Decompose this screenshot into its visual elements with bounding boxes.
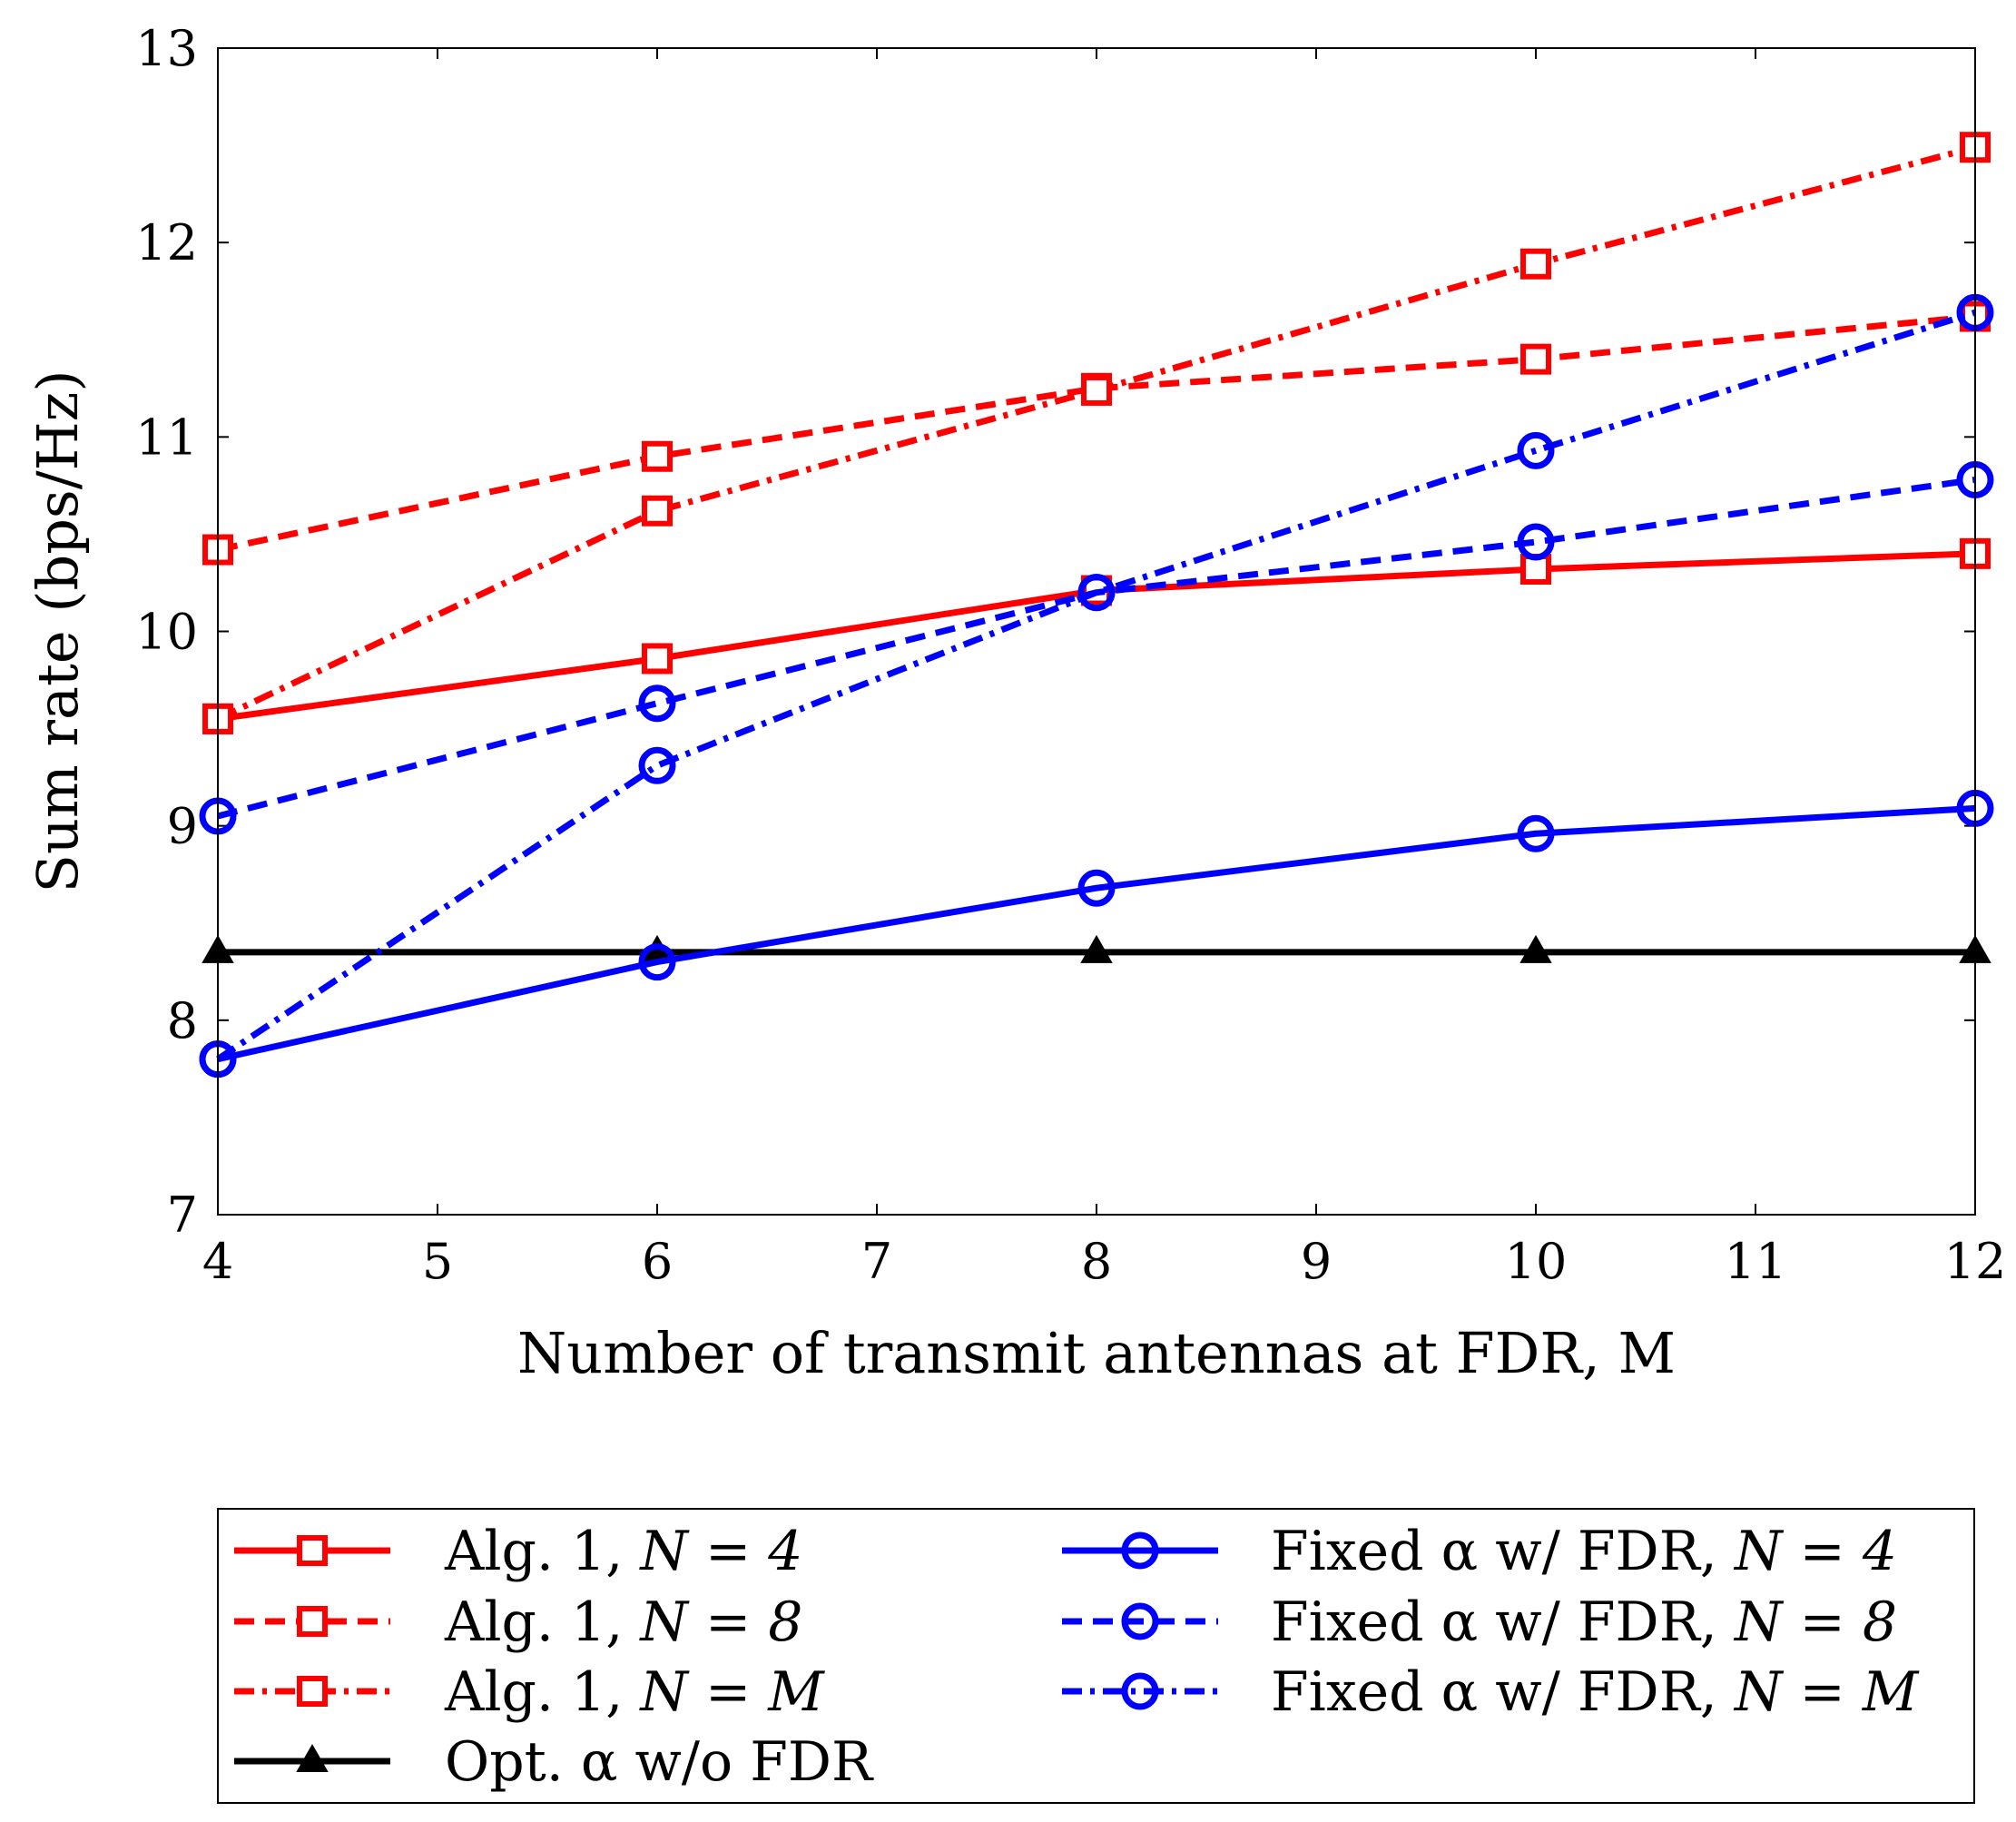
legend-label: Fixed α w/ FDR, N = M xyxy=(1271,1660,1920,1724)
series-line xyxy=(217,804,1976,1063)
series-group xyxy=(199,132,1994,1078)
x-tick-label: 9 xyxy=(1301,1233,1332,1290)
legend-label: Opt. α w/o FDR xyxy=(445,1730,874,1794)
series-6 xyxy=(199,460,1994,835)
legend-item: Opt. α w/o FDR xyxy=(234,1730,874,1794)
legend-item: Alg. 1, N = 4 xyxy=(234,1520,802,1583)
legend-label: Alg. 1, N = 4 xyxy=(444,1520,802,1583)
legend-item: Fixed α w/ FDR, N = 8 xyxy=(1062,1591,1897,1654)
legend-label: Alg. 1, N = M xyxy=(444,1660,825,1724)
data-point xyxy=(1519,934,1552,963)
legend-item: Alg. 1, N = M xyxy=(234,1660,825,1724)
series-line xyxy=(217,476,1976,820)
legend-label: Fixed α w/ FDR, N = 4 xyxy=(1271,1520,1897,1583)
legend-marker xyxy=(297,1676,328,1707)
legend-item: Alg. 1, N = 8 xyxy=(234,1591,802,1654)
data-point xyxy=(1077,574,1116,612)
y-tick-label: 10 xyxy=(135,604,198,661)
legend-label: Alg. 1, N = 8 xyxy=(444,1591,802,1654)
data-point xyxy=(1517,523,1555,561)
data-point xyxy=(638,746,676,784)
data-point xyxy=(1517,431,1555,469)
x-tick-label: 4 xyxy=(202,1233,233,1290)
tick-labels: 4 5 6 7 8 9 10 11 12 7 8 9 10 11 12 13 xyxy=(135,20,2006,1290)
y-axis-title: Sum rate (bps/Hz) xyxy=(25,369,91,892)
legend-marker xyxy=(297,1606,328,1637)
data-point xyxy=(1520,248,1551,280)
data-point xyxy=(1080,934,1113,963)
y-tick-label: 8 xyxy=(167,992,198,1049)
x-tick-label: 8 xyxy=(1081,1233,1112,1290)
legend-item: Fixed α w/ FDR, N = 4 xyxy=(1062,1520,1897,1583)
series-line xyxy=(216,143,1976,723)
data-point xyxy=(642,440,673,472)
legend-marker xyxy=(1121,1602,1159,1640)
data-point xyxy=(638,943,676,981)
axis-ticks xyxy=(217,47,1976,1216)
x-axis-title: Number of transmit antennas at FDR, M xyxy=(517,1320,1676,1386)
x-tick-label: 11 xyxy=(1725,1233,1787,1290)
legend-marker xyxy=(1121,1672,1159,1710)
data-point xyxy=(642,495,673,527)
x-tick-label: 7 xyxy=(861,1233,892,1290)
data-point xyxy=(1081,374,1112,406)
series-4 xyxy=(202,934,1991,963)
y-tick-label: 11 xyxy=(135,409,198,466)
y-tick-label: 7 xyxy=(167,1187,198,1244)
x-tick-label: 5 xyxy=(422,1233,453,1290)
y-tick-label: 12 xyxy=(135,214,198,271)
data-point xyxy=(638,684,676,723)
legend-label: Fixed α w/ FDR, N = 8 xyxy=(1271,1591,1897,1654)
legend-item: Fixed α w/ FDR, N = M xyxy=(1062,1660,1920,1724)
data-point xyxy=(1077,869,1116,907)
x-tick-label: 12 xyxy=(1944,1233,2007,1290)
series-2 xyxy=(202,300,1991,566)
data-point xyxy=(1517,814,1555,852)
plot-area-frame xyxy=(217,47,1976,1216)
legend-marker xyxy=(1121,1531,1159,1570)
series-5 xyxy=(199,789,1994,1078)
x-tick-label: 6 xyxy=(642,1233,673,1290)
legend-marker xyxy=(296,1743,329,1772)
y-tick-label: 9 xyxy=(167,798,198,855)
x-tick-label: 10 xyxy=(1505,1233,1568,1290)
legend-box xyxy=(217,1508,1975,1804)
y-tick-label: 13 xyxy=(135,20,198,77)
data-point xyxy=(642,643,673,675)
legend-marker xyxy=(297,1535,328,1566)
data-point xyxy=(1520,343,1551,375)
series-3 xyxy=(202,132,1991,734)
series-1 xyxy=(202,537,1991,734)
